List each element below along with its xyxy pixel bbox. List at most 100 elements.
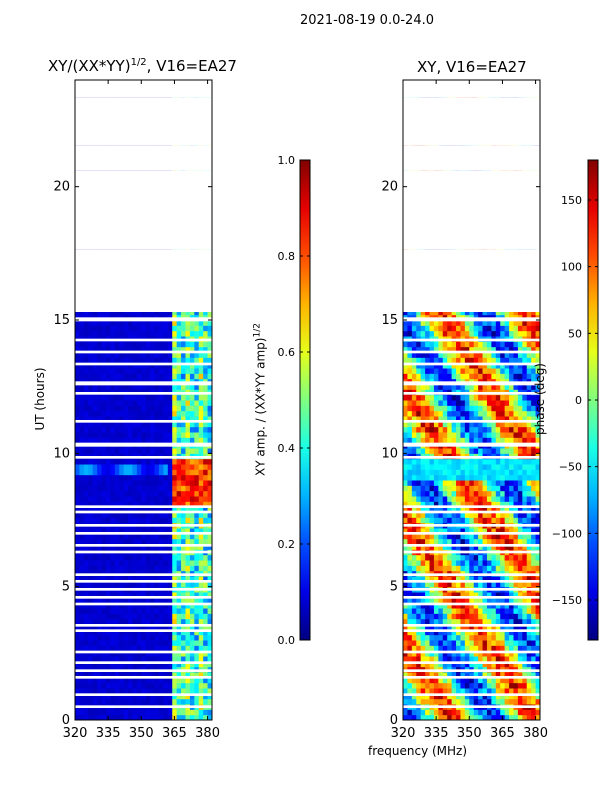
left-heatmap-cell <box>83 362 89 369</box>
left-heatmap-cell <box>189 538 195 545</box>
left-heatmap-cell <box>119 410 125 417</box>
left-heatmap-cell <box>88 528 94 534</box>
left-heatmap-cell <box>207 597 212 604</box>
left-heatmap-cell <box>119 650 125 657</box>
left-heatmap-cell <box>141 544 147 550</box>
right-heatmap-cell <box>500 672 506 678</box>
left-heatmap-cell <box>141 325 147 332</box>
left-heatmap-cell <box>128 357 133 364</box>
left-heatmap-cell <box>207 608 212 614</box>
left-heatmap-cell <box>207 432 212 438</box>
left-heatmap-cell <box>185 405 191 412</box>
left-heatmap-cell <box>154 629 160 636</box>
left-heatmap-cell <box>189 458 195 465</box>
right-heatmap-cell <box>482 544 488 550</box>
left-heatmap-cell <box>181 533 186 540</box>
left-heatmap-cell <box>145 528 151 534</box>
right-heatmap-cell <box>416 565 422 572</box>
left-heatmap-cell <box>97 352 103 358</box>
right-heatmap-cell <box>425 677 431 684</box>
right-heatmap-cell <box>473 714 479 720</box>
left-heatmap-cell <box>132 650 138 657</box>
right-heatmap-cell <box>513 576 519 582</box>
left-heatmap-cell <box>132 362 138 369</box>
left-heatmap-cell <box>150 544 156 550</box>
left-heatmap-cell <box>128 709 133 716</box>
left-heatmap-cell <box>101 400 107 406</box>
right-heatmap-cell <box>438 560 444 566</box>
left-heatmap-cell <box>128 645 133 652</box>
left-heatmap-cell <box>83 426 89 433</box>
left-heatmap-cell <box>88 640 94 646</box>
left-heatmap-cell <box>203 474 209 481</box>
left-heatmap-cell <box>181 629 186 636</box>
left-heatmap-cell <box>150 650 156 657</box>
left-heatmap-cell <box>88 496 94 502</box>
left-heatmap-cell <box>141 581 147 588</box>
left-heatmap-cell <box>176 400 182 406</box>
right-heatmap-cell <box>526 714 532 720</box>
right-heatmap-cell <box>469 618 475 625</box>
left-heatmap-cell <box>83 682 89 689</box>
right-heatmap-cell <box>447 677 453 684</box>
left-heatmap-cell <box>176 394 182 401</box>
left-heatmap-cell <box>198 464 204 470</box>
right-heatmap-cell <box>473 533 479 540</box>
left-heatmap-cell <box>136 560 142 566</box>
left-heatmap-cell <box>75 496 80 502</box>
left-heatmap-cell <box>141 650 147 657</box>
left-heatmap-cell <box>88 714 94 720</box>
left-heatmap-cell <box>207 416 212 422</box>
right-heatmap-cell <box>473 672 479 678</box>
right-heatmap-cell <box>456 565 461 572</box>
left-heatmap-cell <box>75 480 80 486</box>
left-heatmap-cell <box>203 554 209 561</box>
left-heatmap-cell <box>176 512 182 518</box>
left-heatmap-cell <box>145 650 151 657</box>
right-heatmap-cell <box>504 624 510 630</box>
right-heatmap-cell <box>429 688 435 694</box>
right-heatmap-cell <box>535 656 540 662</box>
right-heatmap-cell <box>407 618 413 625</box>
left-heatmap-cell <box>185 517 191 524</box>
left-heatmap-cell <box>154 464 160 470</box>
right-heatmap-cell <box>411 560 417 566</box>
right-heatmap-cell <box>429 682 435 689</box>
right-heatmap-cell <box>535 613 540 620</box>
right-heatmap-cell <box>451 528 457 534</box>
left-heatmap-cell <box>79 410 85 417</box>
left-heatmap-cell <box>97 330 103 337</box>
right-heatmap-cell <box>504 512 510 518</box>
left-heatmap-cell <box>145 613 151 620</box>
right-heatmap-cell <box>451 672 457 678</box>
left-heatmap-cell <box>154 341 160 348</box>
right-heatmap-cell <box>526 640 532 646</box>
left-heatmap-cell <box>150 437 156 444</box>
left-heatmap-cell <box>145 597 151 604</box>
left-heatmap-cell <box>194 464 200 470</box>
left-heatmap-cell <box>123 634 129 641</box>
right-heatmap-cell <box>447 528 453 534</box>
right-heatmap-cell <box>535 693 540 700</box>
left-heatmap-cell <box>88 330 94 337</box>
left-heatmap-cell <box>83 650 89 657</box>
left-heatmap-cell <box>83 416 89 422</box>
right-heatmap-cell <box>531 538 537 545</box>
right-heatmap-cell <box>442 656 448 662</box>
left-heatmap-cell <box>207 485 212 492</box>
right-heatmap-cell <box>500 565 506 572</box>
left-heatmap-cell <box>101 469 107 476</box>
left-heatmap-cell <box>154 592 160 598</box>
right-heatmap-cell <box>478 688 484 694</box>
left-heatmap-cell <box>101 384 107 390</box>
left-heatmap-cell <box>83 309 89 316</box>
right-heatmap-cell <box>522 709 528 716</box>
left-heatmap-cell <box>105 341 111 348</box>
left-heatmap-cell <box>150 405 156 412</box>
right-heatmap-cell <box>411 682 417 689</box>
left-heatmap-cell <box>128 448 133 454</box>
left-heatmap-cell <box>141 490 147 497</box>
left-heatmap-cell <box>88 341 94 348</box>
left-heatmap-cell <box>194 565 200 572</box>
left-heatmap-cell <box>110 368 116 374</box>
